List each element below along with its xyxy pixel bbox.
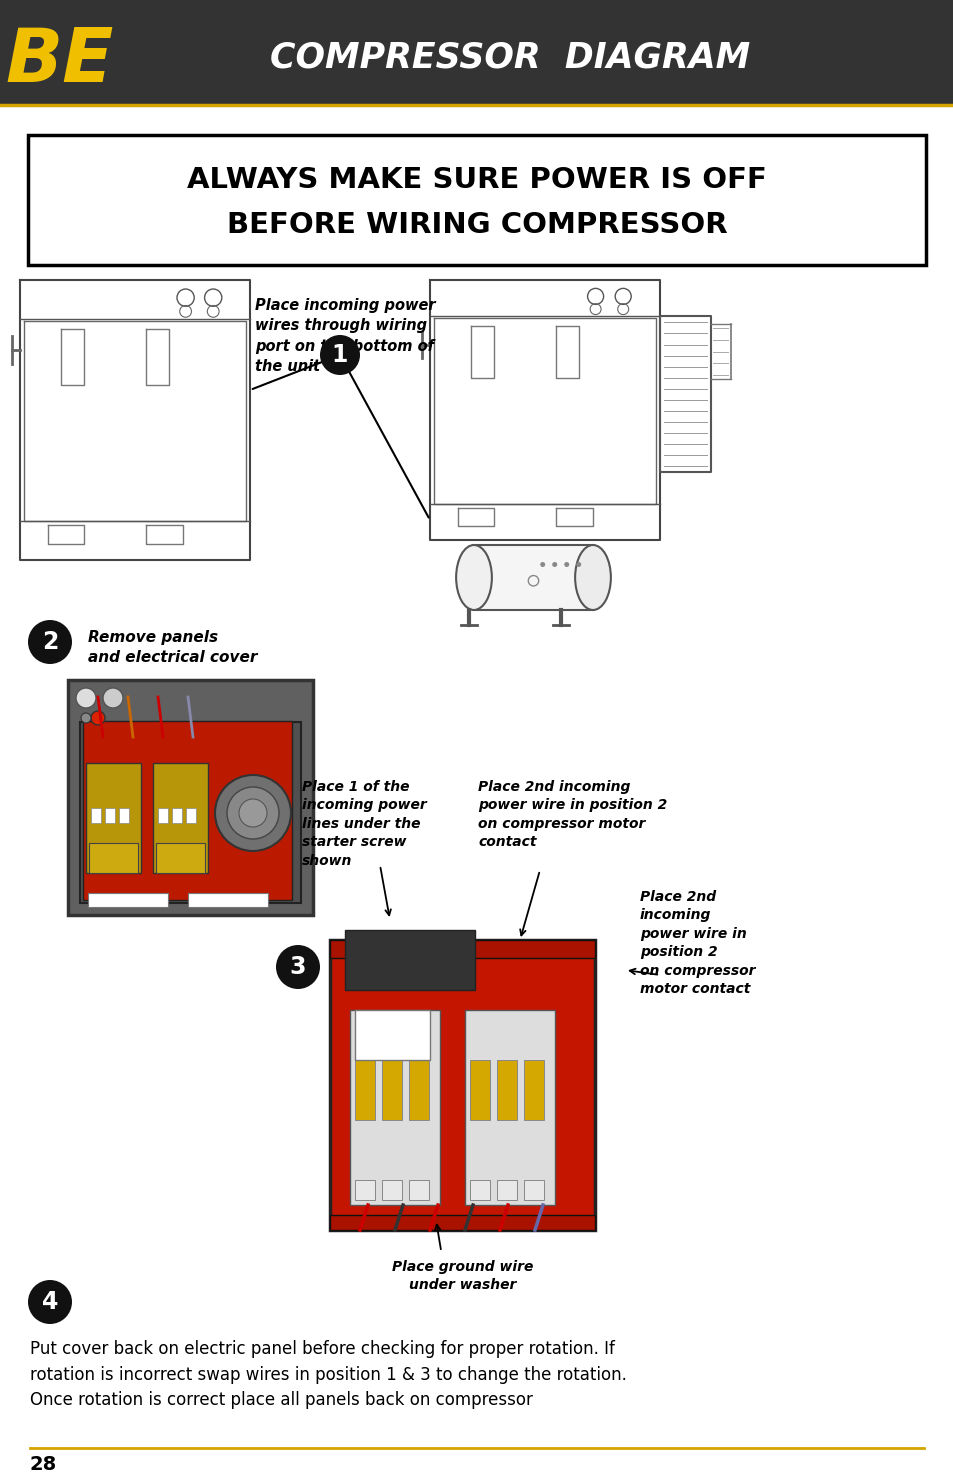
Bar	[381, 1180, 401, 1201]
Bar	[470, 1061, 490, 1120]
Ellipse shape	[575, 544, 610, 611]
Bar	[523, 1180, 543, 1201]
Text: Place ground wire
under washer: Place ground wire under washer	[392, 1260, 533, 1292]
Text: Place incoming power
wires through wiring
port on the bottom of
the unit: Place incoming power wires through wirin…	[254, 298, 436, 375]
Bar	[497, 1180, 517, 1201]
Bar	[350, 1010, 439, 1205]
Bar	[355, 1061, 375, 1120]
Circle shape	[563, 562, 569, 566]
Text: 2: 2	[42, 630, 58, 653]
Bar	[381, 1061, 401, 1120]
Bar	[474, 544, 593, 611]
Circle shape	[103, 687, 123, 708]
Bar	[91, 808, 101, 823]
Circle shape	[91, 711, 105, 726]
Bar	[80, 721, 301, 903]
Bar	[156, 844, 205, 873]
Bar	[355, 1180, 375, 1201]
Bar	[105, 808, 115, 823]
Circle shape	[539, 562, 544, 566]
Bar	[355, 1010, 430, 1061]
Circle shape	[28, 1280, 71, 1325]
Text: BE: BE	[6, 25, 114, 99]
Circle shape	[28, 620, 71, 664]
Text: COMPRESSOR  DIAGRAM: COMPRESSOR DIAGRAM	[270, 41, 749, 75]
Text: 1: 1	[332, 344, 348, 367]
Bar	[119, 808, 129, 823]
Text: BEFORE WIRING COMPRESSOR: BEFORE WIRING COMPRESSOR	[227, 211, 726, 239]
Text: 4: 4	[42, 1291, 58, 1314]
Bar	[188, 892, 268, 907]
Bar	[0, 0, 953, 105]
Bar	[68, 680, 313, 914]
Bar	[158, 808, 168, 823]
Bar	[186, 808, 195, 823]
Circle shape	[275, 945, 319, 990]
Text: 3: 3	[290, 954, 306, 979]
Bar	[83, 721, 292, 900]
Text: 28: 28	[30, 1456, 57, 1475]
Bar	[470, 1180, 490, 1201]
Bar	[172, 808, 182, 823]
Bar	[523, 1061, 543, 1120]
Bar	[497, 1061, 517, 1120]
Bar	[88, 892, 168, 907]
Ellipse shape	[456, 544, 492, 611]
Bar	[464, 1010, 555, 1205]
Text: Place 2nd incoming
power wire in position 2
on compressor motor
contact: Place 2nd incoming power wire in positio…	[477, 780, 666, 850]
Bar	[86, 763, 141, 873]
Circle shape	[76, 687, 96, 708]
Circle shape	[227, 788, 278, 839]
Circle shape	[214, 774, 291, 851]
Text: Remove panels
and electrical cover: Remove panels and electrical cover	[88, 630, 257, 665]
Circle shape	[576, 562, 580, 566]
Text: Place 2nd
incoming
power wire in
position 2
on compressor
motor contact: Place 2nd incoming power wire in positio…	[639, 889, 755, 996]
Circle shape	[81, 712, 91, 723]
Bar	[89, 844, 138, 873]
Bar	[152, 763, 208, 873]
Circle shape	[319, 335, 359, 375]
Bar	[330, 940, 595, 1230]
Text: ALWAYS MAKE SURE POWER IS OFF: ALWAYS MAKE SURE POWER IS OFF	[187, 167, 766, 195]
Bar	[345, 931, 475, 990]
Text: Place 1 of the
incoming power
lines under the
starter screw
shown: Place 1 of the incoming power lines unde…	[302, 780, 426, 867]
Bar	[409, 1061, 429, 1120]
Bar	[409, 1180, 429, 1201]
Bar	[330, 1215, 595, 1230]
Text: Put cover back on electric panel before checking for proper rotation. If
rotatio: Put cover back on electric panel before …	[30, 1339, 626, 1410]
Circle shape	[552, 562, 557, 566]
Bar	[28, 136, 925, 266]
Circle shape	[239, 799, 267, 827]
Bar	[330, 940, 595, 957]
